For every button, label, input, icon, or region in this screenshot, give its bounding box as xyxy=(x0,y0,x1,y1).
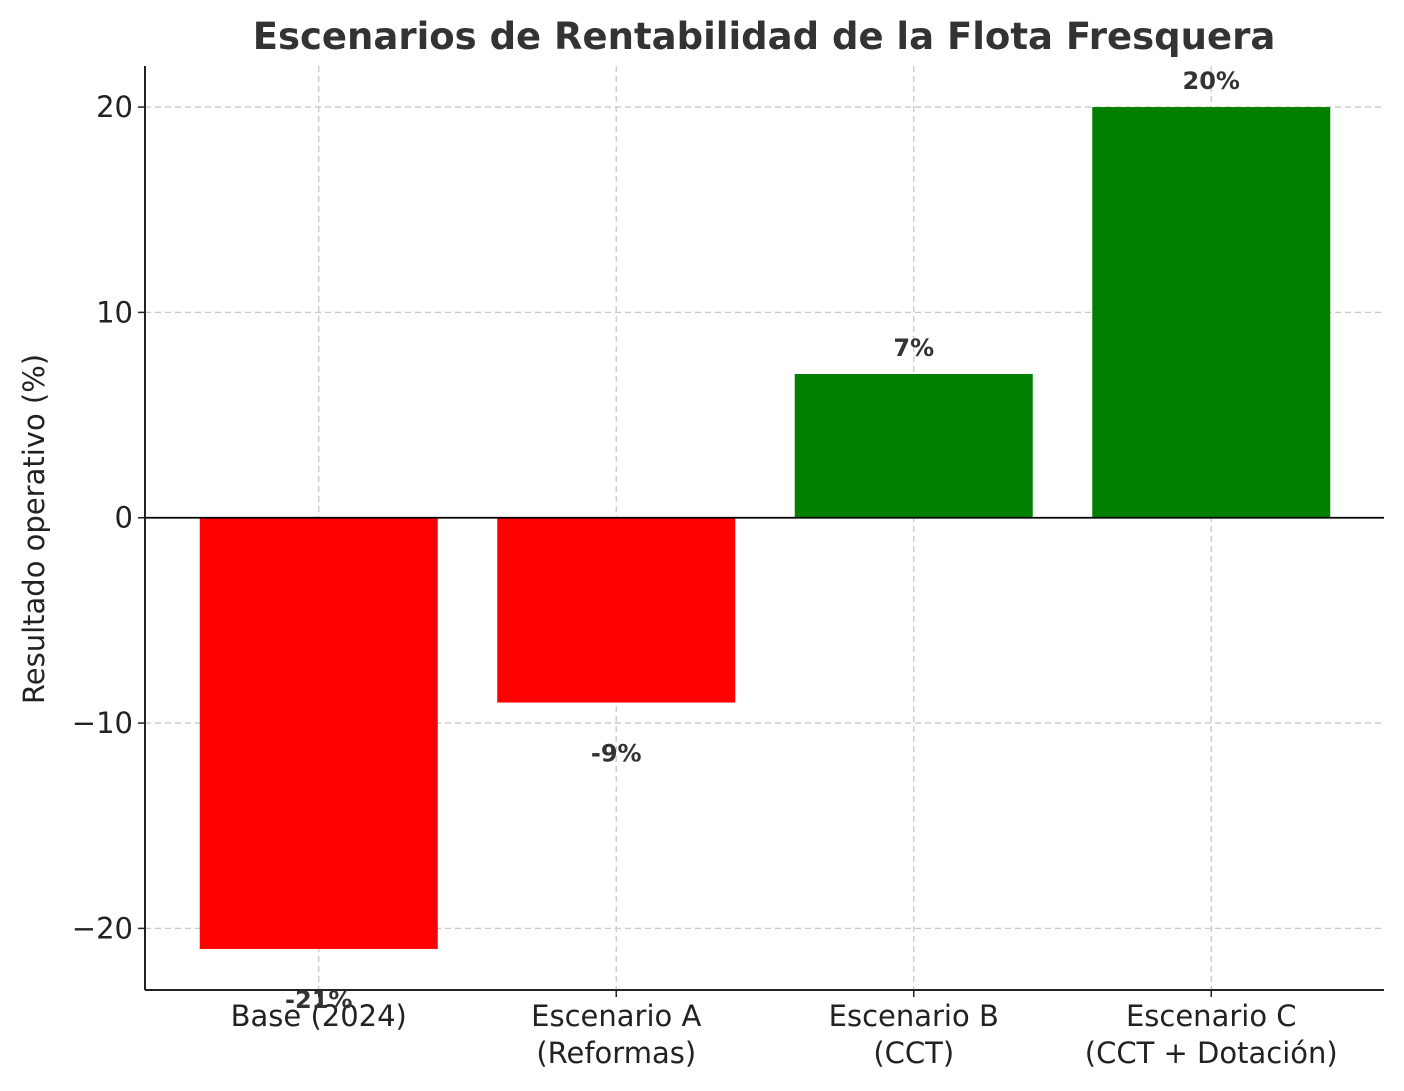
data-label: 20% xyxy=(1183,67,1240,95)
y-tick-label: 20 xyxy=(96,90,133,124)
y-tick-label: 0 xyxy=(115,501,133,535)
x-tick-label: Escenario B (CCT) xyxy=(829,999,999,1070)
data-label: 7% xyxy=(893,334,934,362)
x-tick-label-line: (Reformas) xyxy=(536,1036,696,1070)
data-label: -21% xyxy=(285,986,352,1014)
x-tick-label-line: Base (2024) xyxy=(231,999,407,1033)
bar xyxy=(794,374,1033,518)
x-tick-label: Escenario A (Reformas) xyxy=(531,999,701,1070)
y-tick-label: −20 xyxy=(72,911,133,945)
bar xyxy=(199,517,438,949)
x-tick-label-line: (CCT) xyxy=(873,1036,954,1070)
y-tick-label: −10 xyxy=(72,706,133,740)
y-tick-label: 10 xyxy=(96,295,133,329)
x-tick-label: Escenario C (CCT + Dotación) xyxy=(1085,999,1338,1070)
x-tick-label-line: Escenario C xyxy=(1126,999,1297,1033)
y-axis-label: Resultado operativo (%) xyxy=(17,354,51,704)
x-tick-label-line: Escenario A xyxy=(531,999,701,1033)
x-tick-label-line: (CCT + Dotación) xyxy=(1085,1036,1338,1070)
x-tick-label-line: Escenario B xyxy=(829,999,999,1033)
bar xyxy=(497,517,736,703)
x-tick-label: Base (2024) xyxy=(231,999,407,1033)
bar xyxy=(1092,107,1331,518)
chart-title: Escenarios de Rentabilidad de la Flota F… xyxy=(253,15,1276,58)
data-label: -9% xyxy=(591,740,642,768)
